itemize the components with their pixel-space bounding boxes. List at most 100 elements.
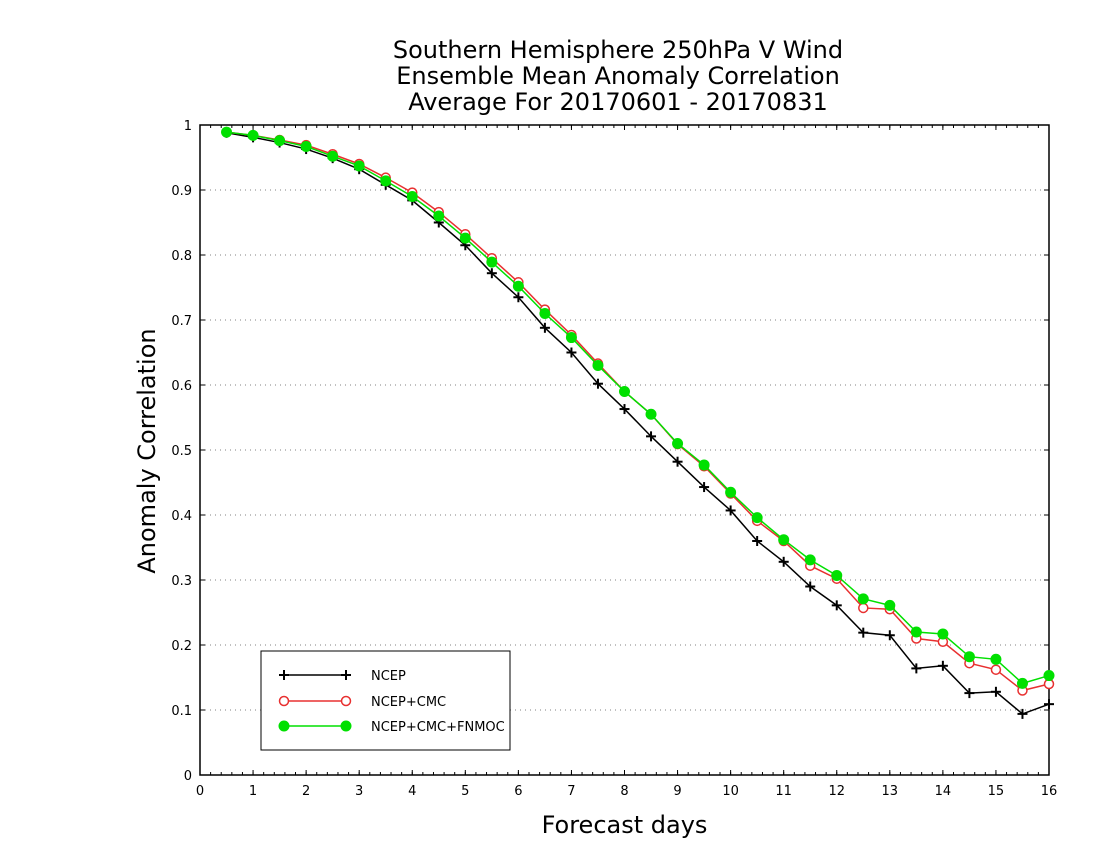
x-tick-label: 11 — [775, 784, 792, 799]
x-tick-label: 12 — [828, 784, 845, 799]
x-tick-label: 5 — [461, 784, 469, 799]
data-point — [910, 626, 922, 638]
chart-title-line-3: Average For 20170601 - 20170831 — [408, 88, 828, 116]
chart-title-line-2: Ensemble Mean Anomaly Correlation — [396, 62, 840, 90]
data-point — [778, 556, 789, 567]
data-point — [619, 386, 630, 397]
data-point — [512, 280, 524, 292]
y-tick-label: 0.5 — [171, 444, 192, 459]
data-point — [1043, 670, 1055, 682]
data-point — [858, 602, 869, 614]
data-point — [486, 256, 498, 268]
x-tick-label: 1 — [249, 784, 257, 799]
y-tick-label: 1 — [184, 119, 192, 134]
legend-marker — [340, 695, 352, 707]
data-point — [565, 332, 577, 344]
data-point — [459, 232, 471, 244]
data-point — [990, 653, 1002, 665]
y-tick-label: 0.8 — [171, 249, 192, 264]
data-point — [725, 486, 737, 498]
data-point — [699, 482, 710, 493]
data-point — [645, 408, 657, 420]
data-point — [1016, 677, 1028, 689]
data-point — [884, 599, 896, 611]
data-point — [619, 404, 630, 415]
series-1 — [221, 126, 1055, 696]
data-point — [990, 686, 1001, 697]
data-point — [963, 651, 975, 663]
x-tick-label: 3 — [355, 784, 363, 799]
data-point — [884, 630, 895, 641]
y-tick-label: 0.6 — [171, 379, 192, 394]
data-point — [380, 175, 392, 187]
series-line — [226, 132, 1050, 715]
data-point — [513, 292, 524, 303]
data-point — [937, 660, 948, 671]
x-tick-label: 14 — [935, 784, 952, 799]
data-point — [698, 459, 710, 471]
data-point — [247, 129, 259, 141]
x-tick-label: 10 — [722, 784, 739, 799]
legend-label: NCEP+CMC — [371, 695, 446, 710]
x-tick-label: 7 — [567, 784, 575, 799]
data-point — [858, 627, 869, 638]
series-line — [226, 131, 1050, 692]
data-point — [964, 688, 975, 699]
series-layer — [221, 126, 1055, 719]
legend: NCEP NCEP+CMC NCEP+CMC+FNMOC — [260, 650, 511, 751]
chart-title-line-1: Southern Hemisphere 250hPa V Wind — [392, 36, 844, 64]
data-point — [672, 438, 684, 449]
y-tick-label: 0.9 — [171, 184, 192, 199]
data-point — [539, 308, 551, 319]
y-axis-label: Anomaly Correlation — [133, 328, 161, 573]
data-point — [752, 536, 763, 546]
y-tick-label: 0.1 — [171, 704, 192, 719]
data-point — [300, 140, 312, 152]
data-point — [778, 534, 790, 546]
legend-marker — [278, 695, 290, 707]
data-point — [539, 322, 550, 333]
data-point — [486, 268, 497, 279]
series-2 — [221, 126, 1055, 689]
legend-marker — [279, 670, 289, 680]
x-axis-label: Forecast days — [542, 811, 708, 839]
data-point — [831, 569, 843, 581]
data-point — [592, 360, 604, 371]
legend-label: NCEP+CMC+FNMOC — [371, 720, 505, 735]
data-point — [406, 191, 418, 202]
data-point — [937, 628, 949, 640]
x-tick-label: 4 — [408, 784, 416, 799]
data-point — [566, 347, 577, 358]
data-point — [911, 663, 922, 674]
data-point — [274, 135, 286, 147]
x-tick-label: 15 — [988, 784, 1005, 799]
data-point — [990, 664, 1002, 675]
data-point — [646, 431, 657, 442]
data-point — [433, 210, 445, 222]
x-tick-label: 9 — [673, 784, 681, 799]
y-tick-label: 0 — [184, 769, 192, 784]
x-tick-label: 2 — [302, 784, 310, 799]
data-point — [353, 160, 365, 172]
series-0 — [221, 127, 1054, 719]
x-tick-label: 8 — [620, 784, 628, 799]
x-tick-label: 13 — [882, 784, 899, 799]
legend-marker — [341, 670, 351, 680]
data-point — [221, 126, 233, 138]
data-point — [1017, 708, 1028, 719]
data-point — [592, 378, 603, 389]
x-tick-label: 6 — [514, 784, 522, 799]
data-point — [1044, 699, 1054, 710]
data-point — [831, 600, 842, 611]
legend-marker — [278, 720, 290, 732]
data-point — [804, 554, 816, 566]
data-point — [751, 512, 763, 524]
y-tick-label: 0.2 — [171, 639, 192, 654]
y-tick-label: 0.3 — [171, 574, 192, 589]
data-point — [857, 593, 869, 605]
x-tick-label: 16 — [1041, 784, 1058, 799]
y-tick-label: 0.7 — [171, 314, 192, 329]
axes: 00.10.20.30.40.50.60.70.80.910 1 2 3 4 5 6 7 8 9 1… — [171, 119, 1057, 799]
data-point — [327, 150, 339, 162]
